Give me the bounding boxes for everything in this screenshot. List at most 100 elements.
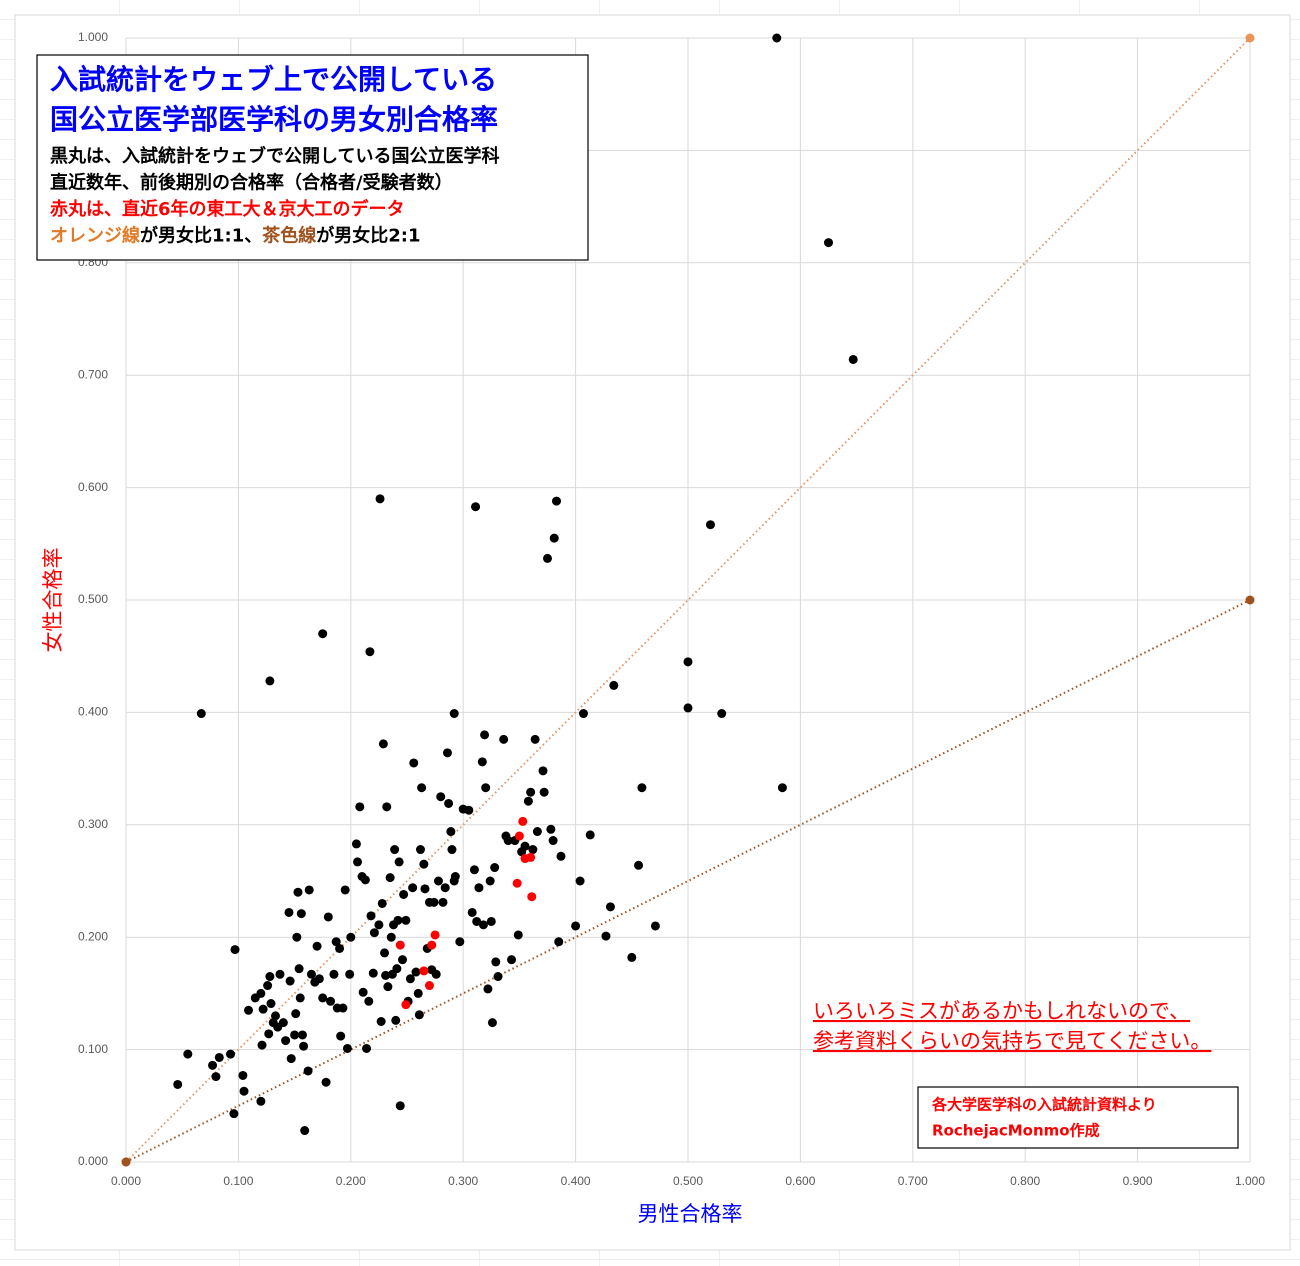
data-point [538,766,548,776]
data-point [413,988,423,998]
data-point [306,969,316,979]
data-point [637,783,647,793]
data-point [777,783,787,793]
data-point [265,676,275,686]
data-point [318,629,328,639]
data-point [376,1017,386,1026]
y-tick-label: 0.300 [78,817,108,831]
data-point [284,907,294,917]
data-point [419,966,429,976]
data-point [431,969,441,979]
data-point [455,937,465,947]
data-point [848,354,858,364]
data-point [605,902,615,912]
chart-title: 入試統計をウェブ上で公開している [50,63,497,96]
data-point [303,1066,313,1076]
data-point [386,932,396,942]
data-point [523,796,533,806]
data-point [378,739,388,749]
source-text: RochejacMonmo作成 [932,1122,1100,1140]
source-box [917,1086,1239,1149]
x-tick-label: 0.900 [1123,1174,1153,1188]
data-point [323,912,333,922]
subtitle-segment: 直近数年、前後期別の合格率（合格者/受験者数） [50,172,453,194]
data-point [474,883,484,893]
data-point [483,984,493,994]
data-point [486,916,496,926]
data-point [239,1086,249,1096]
data-point [481,783,491,793]
data-point [336,1031,346,1041]
subtitle-segment: が男女比2:1 [316,225,420,247]
data-point [365,647,375,657]
data-point [478,920,488,930]
data-point [705,520,715,530]
data-point [300,1126,310,1136]
data-point [401,1000,411,1010]
data-point [256,1096,266,1106]
data-point [528,845,538,855]
x-tick-label: 0.500 [673,1174,703,1188]
data-point [467,907,477,917]
data-point [530,734,540,744]
data-point [546,824,556,834]
data-point [549,533,559,543]
data-point [493,972,503,982]
subtitle-line: 直近数年、前後期別の合格率（合格者/受験者数） [50,172,453,194]
data-point [244,1005,254,1015]
data-point [338,1003,348,1013]
data-point [295,993,305,1003]
data-point [433,876,443,886]
data-point [543,553,552,563]
data-point [438,897,448,907]
data-point [427,940,437,950]
data-point [380,948,390,958]
data-point [408,883,418,893]
data-point [342,1043,352,1053]
data-point [551,496,561,506]
data-point [650,921,660,931]
data-point [392,964,402,974]
plot-area: 0.000 0.100 0.200 0.300 0.400 0.500 0.600 0.700… [78,30,1265,1188]
data-point [539,787,549,797]
data-point [578,709,588,719]
subtitle-segment: オレンジ線 [50,225,140,247]
data-point [351,839,361,849]
data-point [554,937,564,947]
data-point [226,1049,236,1059]
subtitle-segment: が男女比1:1、 [140,225,262,247]
data-point [477,757,487,767]
data-point [230,945,240,955]
x-tick-label: 0.200 [336,1174,366,1188]
data-point [390,845,400,855]
data-point [518,816,528,826]
data-point [275,969,285,979]
data-point [609,680,619,690]
x-tick-label: 0.100 [223,1174,253,1188]
data-point [292,932,302,942]
data-point [296,909,306,919]
data-point [471,502,481,512]
data-point [401,915,411,925]
data-point [717,709,727,719]
data-point [183,1049,193,1059]
data-point [364,996,374,1006]
data-point [383,982,393,992]
data-point [286,1054,296,1064]
data-point [326,996,336,1006]
data-point [391,1015,401,1025]
note-text: いろいろミスがあるかもしれないので、 [813,999,1190,1023]
data-point [299,1041,309,1051]
data-point [469,865,479,875]
data-point [520,841,530,851]
data-point [211,1072,221,1082]
data-point [258,1004,268,1014]
data-point [362,1043,372,1053]
data-point [290,1030,300,1040]
data-point [464,805,474,815]
data-point [304,885,314,895]
data-point [575,876,585,886]
data-point [238,1070,248,1080]
x-tick-label: 0.300 [448,1174,478,1188]
